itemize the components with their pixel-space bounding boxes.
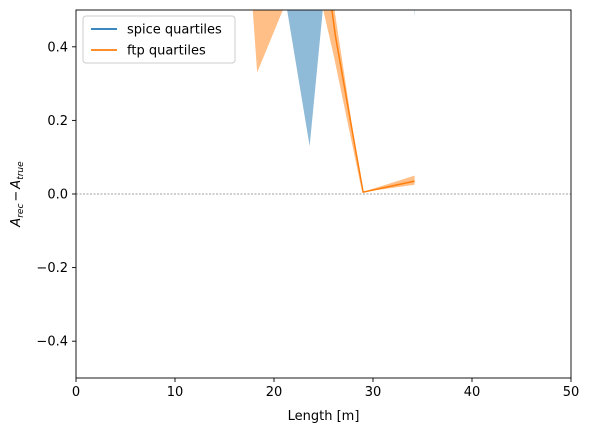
- x-tick-label: 0: [72, 385, 80, 400]
- y-label-sub-rec: rec: [16, 204, 26, 218]
- band-series-0: [287, 10, 416, 147]
- x-tick-label: 20: [266, 385, 283, 400]
- x-axis-ticks: 0 10 20 30 40 50: [72, 378, 579, 400]
- legend-box: [82, 15, 236, 64]
- y-tick-label: 0.0: [47, 188, 68, 203]
- x-axis-label: Length [m]: [288, 409, 360, 424]
- y-tick-label: −0.4: [36, 335, 68, 350]
- median-line-series-1: [331, 10, 415, 194]
- y-axis-label: Arec−Atrue: [9, 161, 26, 228]
- y-tick-label: 0.4: [47, 40, 68, 55]
- y-axis-ticks: −0.4 −0.2 0.0 0.2 0.4: [36, 40, 76, 350]
- y-label-main-2: A: [9, 180, 24, 190]
- legend-label: spice quartiles: [127, 23, 222, 38]
- y-label-main: A: [9, 218, 24, 228]
- legend-label: ftp quartiles: [127, 44, 206, 59]
- y-tick-label: 0.2: [47, 114, 68, 129]
- x-tick-label: 40: [464, 385, 481, 400]
- band-series-1: [252, 10, 415, 193]
- x-tick-label: 30: [365, 385, 382, 400]
- median-lines: [331, 10, 415, 194]
- x-tick-label: 10: [167, 385, 184, 400]
- legend: spice quartiles ftp quartiles: [82, 15, 236, 64]
- y-tick-label: −0.2: [36, 261, 68, 276]
- y-label-minus: −: [9, 191, 24, 202]
- x-tick-label: 50: [563, 385, 580, 400]
- y-label-sub-true: true: [16, 161, 26, 180]
- quartile-bands: [252, 10, 416, 193]
